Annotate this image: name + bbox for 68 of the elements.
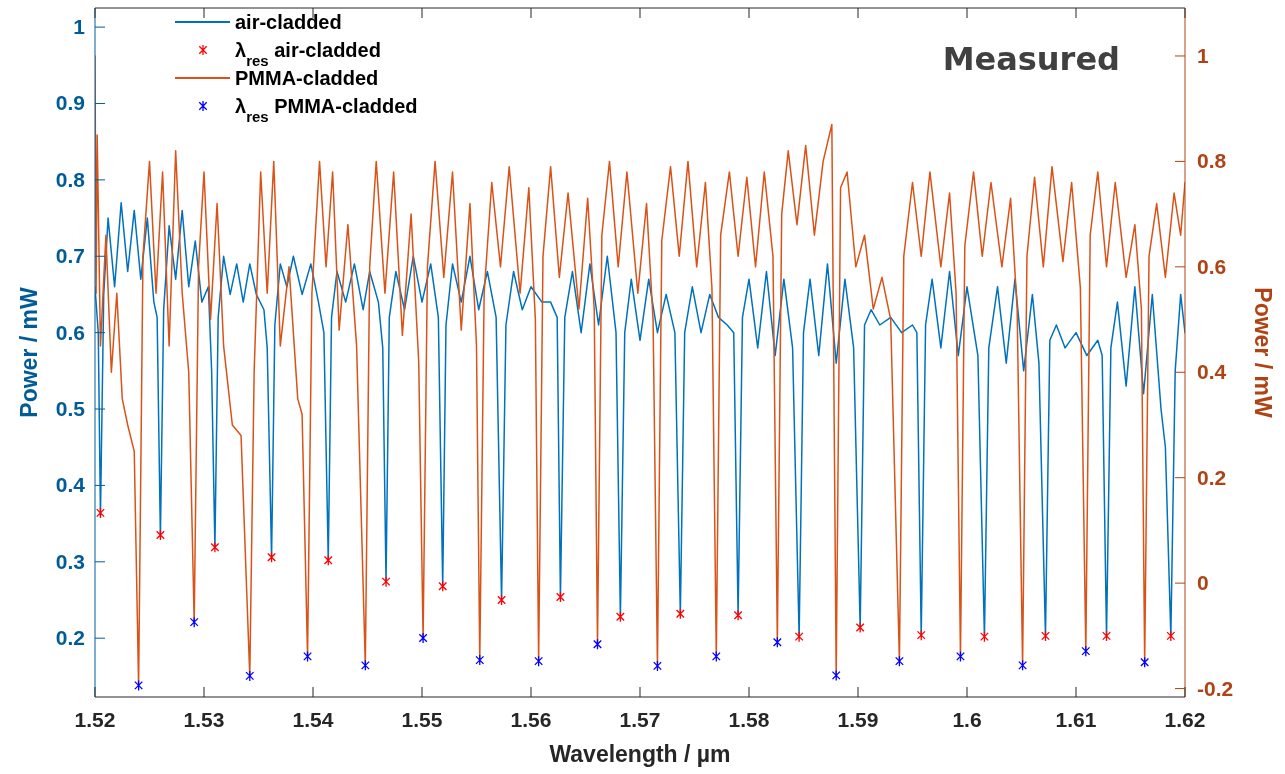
y-tick-label: 0.8 [55,167,86,191]
point [916,629,926,641]
x-tick-label: 1.52 [74,708,116,731]
y-tick-label: 0.2 [55,626,85,650]
x-tick-label: 1.57 [619,708,661,731]
point [96,507,105,519]
y2-tick-label: 0.6 [1197,254,1227,278]
point [653,660,662,672]
point [1041,630,1050,642]
y-tick-label: 0.9 [55,91,85,115]
point [475,654,485,666]
y2-tick-label: 1 [1197,43,1209,67]
y-axis-title: Power / mW [16,287,42,418]
x-tick-label: 1.6 [952,708,982,731]
point [267,551,276,563]
point [794,631,804,643]
y2-axis-title: Power / mW [1250,287,1276,418]
point [895,655,904,667]
point [831,669,841,682]
point [381,576,391,588]
point [556,591,565,603]
point [189,616,199,628]
point [772,636,782,648]
y2-tick-label: 0.8 [1197,149,1227,173]
y-tick-label: 0.6 [55,320,85,344]
point [980,631,989,643]
legend-label: PMMA-cladded [235,67,379,89]
x-tick-label: 1.59 [837,708,879,731]
point [1166,630,1176,642]
legend-label: λ$_{res}$ air-cladded [235,39,381,69]
legend-label: air-cladded [235,11,342,33]
point [593,638,602,650]
point [245,670,255,682]
point [360,659,370,672]
y2-tick-label: 0.4 [1197,360,1227,384]
x-tick-label: 1.58 [728,708,770,731]
point [855,621,865,634]
y2-tick-label: -0.2 [1197,676,1234,700]
x-tick-label: 1.54 [292,708,334,731]
x-axis-title: Wavelength / µm [549,741,731,767]
point [711,650,721,663]
x-tick-label: 1.56 [510,708,552,731]
point [615,611,625,623]
point [418,632,428,644]
y2-tick-label: 0 [1197,571,1209,595]
x-tick-label: 1.61 [1055,708,1097,731]
point [1102,630,1111,642]
point [733,609,743,621]
y-tick-label: 0.4 [55,473,86,497]
point [156,529,165,541]
x-tick-label: 1.53 [183,708,225,731]
point [497,594,506,606]
x-tick-label: 1.55 [401,708,443,731]
point [1081,645,1091,657]
y-tick-label: 0.7 [55,244,85,268]
legend-label: λ$_{res}$ PMMA-cladded [235,95,418,125]
point [210,541,220,553]
y-tick-label: 0.3 [55,549,85,573]
point [323,554,333,566]
y-tick-label: 1 [73,15,86,39]
text: Measured [942,40,1120,78]
point [1140,656,1150,668]
y2-tick-label: 0.2 [1197,465,1227,489]
x-tick-label: 1.62 [1164,708,1206,731]
point [438,580,448,592]
y-tick-label: 0.5 [55,397,86,421]
point [534,655,544,667]
point [675,608,685,620]
